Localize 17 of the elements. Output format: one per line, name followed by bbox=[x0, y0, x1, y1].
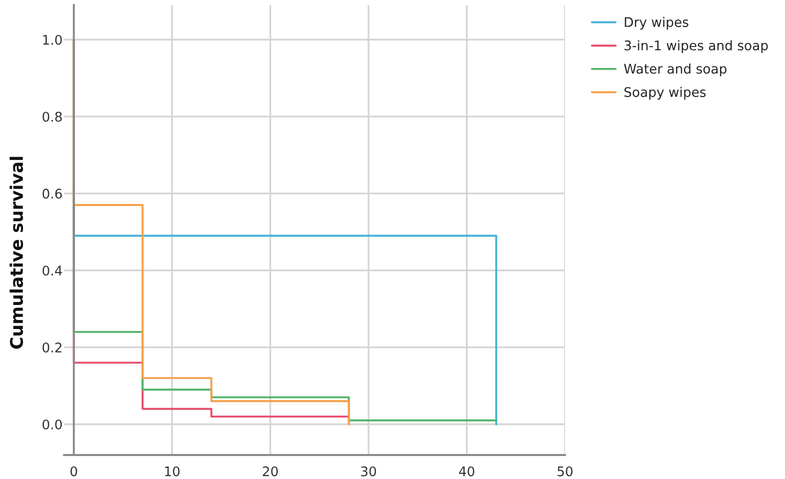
x-tick-label: 10 bbox=[165, 466, 180, 476]
x-tick-label: 0 bbox=[70, 466, 78, 476]
legend-label: Soapy wipes bbox=[624, 86, 706, 100]
x-tick-label: 20 bbox=[262, 466, 278, 476]
y-tick-label: 0.8 bbox=[42, 112, 62, 122]
y-tick-label: 0.2 bbox=[42, 342, 62, 353]
x-tick-label: 30 bbox=[361, 466, 376, 476]
legend-label: Dry wipes bbox=[624, 16, 688, 30]
x-tick-label: 40 bbox=[459, 466, 474, 476]
y-axis-title: Cumulative survival bbox=[10, 156, 24, 349]
legend-label: 3-in-1 wipes and soap bbox=[624, 40, 768, 53]
y-tick-label: 0.6 bbox=[42, 188, 62, 199]
x-tick-label: 50 bbox=[558, 466, 573, 476]
y-tick-label: 0.0 bbox=[42, 419, 62, 430]
y-tick-label: 0.4 bbox=[42, 266, 62, 276]
y-tick-label: 1.0 bbox=[43, 34, 62, 45]
legend-label: Water and soap bbox=[624, 64, 726, 76]
